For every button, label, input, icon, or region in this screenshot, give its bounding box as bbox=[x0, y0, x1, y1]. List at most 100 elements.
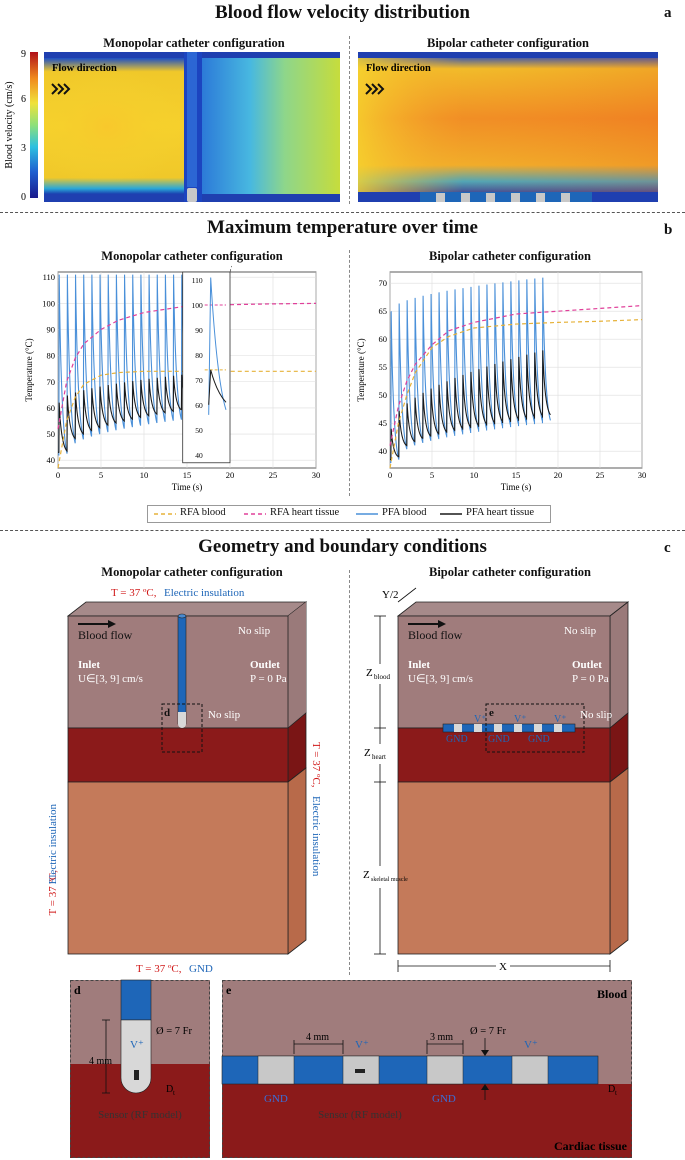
chart-legend: RFA blood RFA heart tissue PFA blood PFA… bbox=[147, 505, 551, 523]
y-tick-label: 90 bbox=[47, 324, 56, 334]
x-tick-label: 5 bbox=[430, 470, 434, 480]
panel-e-blood-label: Blood bbox=[597, 987, 627, 1001]
series-line-pfa-blood bbox=[390, 277, 551, 463]
velocity-colorbar: 9 6 3 0 Blood velocity (cm/s) bbox=[4, 49, 38, 203]
gnd-label: GND bbox=[446, 734, 468, 745]
inlet-velocity: U∈[3, 9] cm/s bbox=[78, 673, 143, 685]
x-axis-label: Time (s) bbox=[172, 482, 202, 492]
panel-c-left-title: Monopolar catheter configuration bbox=[101, 565, 283, 579]
series-line-rfa-blood bbox=[389, 319, 643, 469]
legend-rfa-heart-tissue: RFA heart tissue bbox=[270, 507, 340, 518]
gnd-label: GND bbox=[488, 734, 510, 745]
detail-d: d Ø = 7 Fr 4 mm V⁺ D t Sensor (RF model) bbox=[70, 979, 210, 1158]
right-boundary-electric: Electric insulation bbox=[310, 796, 322, 877]
no-slip-label-top: No slip bbox=[238, 625, 271, 637]
legend-pfa-heart-tissue: PFA heart tissue bbox=[466, 507, 535, 518]
flow-direction-label: Flow direction bbox=[52, 63, 117, 74]
detail-box-d-label: d bbox=[164, 707, 170, 719]
outlet-pressure: P = 0 Pa bbox=[250, 673, 287, 685]
panel-c-right-title: Bipolar catheter configuration bbox=[428, 565, 592, 579]
bipolar-velocity-field: Flow direction bbox=[358, 52, 658, 202]
inset-tick-label: 100 bbox=[191, 301, 203, 310]
y-tick-label: 55 bbox=[379, 362, 388, 372]
colorbar-tick: 6 bbox=[21, 94, 26, 105]
panel-e-cardiac-label: Cardiac tissue bbox=[554, 1139, 628, 1153]
panel-c-letter: c bbox=[664, 540, 671, 556]
y-tick-label: 70 bbox=[47, 377, 56, 387]
panel-a-divider bbox=[349, 36, 350, 204]
monopolar-temperature-chart: 0 5 10 15 20 25 30 40 50 60 70 80 90 100 110 Time (s) Te… bbox=[24, 265, 321, 492]
left-boundary-temperature: T = 37 ºC, bbox=[47, 870, 59, 916]
colorbar-tick: 3 bbox=[21, 143, 26, 154]
inset-connector bbox=[229, 265, 233, 273]
inlet-label: Inlet bbox=[78, 659, 100, 671]
left-boundary-electric: Electric insulation bbox=[47, 804, 59, 885]
x-tick-label: 30 bbox=[312, 470, 321, 480]
panel-d-diameter: Ø = 7 Fr bbox=[156, 1026, 192, 1037]
panel-b-right-title: Bipolar catheter configuration bbox=[428, 249, 592, 263]
z-blood-subscript: blood bbox=[374, 673, 390, 681]
inset-pfa-heart bbox=[208, 369, 227, 405]
inset-tick-label: 60 bbox=[195, 401, 203, 410]
separator-a-b bbox=[0, 212, 685, 213]
panel-e-sensor-label: Sensor (RF model) bbox=[318, 1109, 402, 1121]
inset-tick-label: 70 bbox=[195, 376, 203, 385]
panel-b-title: Maximum temperature over time bbox=[206, 217, 478, 238]
x-tick-label: 0 bbox=[56, 470, 60, 480]
z-muscle-label: Z bbox=[363, 869, 370, 881]
x-tick-label: 10 bbox=[470, 470, 479, 480]
vplus-label: V⁺ bbox=[474, 714, 487, 725]
outlet-label: Outlet bbox=[572, 659, 602, 671]
z-heart-label: Z bbox=[364, 747, 371, 759]
y-tick-label: 50 bbox=[47, 429, 56, 439]
panel-b-left-title: Monopolar catheter configuration bbox=[101, 249, 283, 263]
right-boundary-temperature: T = 37 ºC, bbox=[310, 742, 322, 788]
x-tick-label: 20 bbox=[226, 470, 235, 480]
flow-direction-arrows-icon bbox=[51, 83, 71, 95]
y-tick-label: 80 bbox=[47, 351, 56, 361]
panel-a-right-title: Bipolar catheter configuration bbox=[426, 36, 590, 50]
y-tick-label: 65 bbox=[379, 306, 388, 316]
vplus-label: V⁺ bbox=[554, 714, 567, 725]
no-slip-label-top: No slip bbox=[564, 625, 597, 637]
inset-frame bbox=[182, 271, 231, 464]
gnd-label: GND bbox=[528, 734, 550, 745]
series-line-pfa-heart-tissue bbox=[390, 350, 551, 461]
panel-d-sensor-label: Sensor (RF model) bbox=[98, 1109, 182, 1121]
colorbar-label: Blood velocity (cm/s) bbox=[4, 81, 15, 168]
inlet-label: Inlet bbox=[408, 659, 430, 671]
detail-box-d bbox=[161, 703, 203, 753]
panel-d-dt-subscript: t bbox=[173, 1089, 175, 1097]
x-tick-label: 15 bbox=[512, 470, 521, 480]
x-tick-label: 25 bbox=[596, 470, 605, 480]
x-tick-label: 0 bbox=[388, 470, 392, 480]
inset-pfa-blood bbox=[208, 277, 227, 415]
inlet-velocity: U∈[3, 9] cm/s bbox=[408, 673, 473, 685]
bipolar-catheter bbox=[420, 192, 592, 202]
x-tick-label: 25 bbox=[269, 470, 278, 480]
inset-tick-label: 50 bbox=[195, 426, 203, 435]
blood-flow-arrow-icon bbox=[438, 620, 446, 628]
top-boundary-electric: Electric insulation bbox=[164, 587, 245, 599]
panel-e-gnd: GND bbox=[264, 1093, 288, 1105]
y-tick-label: 110 bbox=[43, 272, 55, 282]
monopolar-catheter-tip bbox=[187, 188, 197, 202]
x-tick-label: 5 bbox=[99, 470, 103, 480]
x-tick-label: 15 bbox=[183, 470, 192, 480]
y-tick-label: 70 bbox=[379, 278, 388, 288]
x-dimension-label: X bbox=[499, 961, 507, 973]
x-tick-label: 20 bbox=[554, 470, 563, 480]
inset-tick-label: 110 bbox=[192, 276, 203, 285]
z-muscle-subscript: skeletal muscle bbox=[371, 877, 408, 883]
series-line-rfa-heart-tissue bbox=[57, 302, 317, 429]
y-axis-label: Temperature (°C) bbox=[356, 338, 366, 401]
bottom-boundary-gnd: GND bbox=[189, 963, 213, 975]
z-heart-subscript: heart bbox=[372, 753, 386, 761]
y-tick-label: 100 bbox=[42, 298, 55, 308]
panel-c-title: Geometry and boundary conditions bbox=[198, 536, 487, 557]
panel-e-vplus: V⁺ bbox=[355, 1039, 369, 1051]
colorbar-gradient bbox=[30, 52, 38, 198]
panel-d-length: 4 mm bbox=[89, 1056, 112, 1067]
bottom-boundary-temperature: T = 37 ºC, bbox=[136, 963, 182, 975]
panel-e-letter: e bbox=[226, 983, 232, 997]
